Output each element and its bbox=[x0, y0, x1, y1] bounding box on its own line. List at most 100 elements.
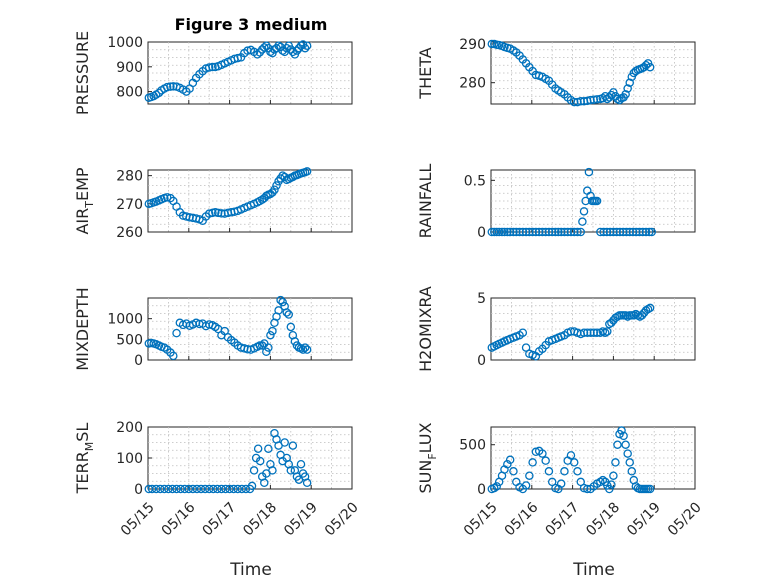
y-axis-label: RAINFALL bbox=[416, 164, 435, 239]
data-point bbox=[490, 483, 499, 493]
data-point bbox=[547, 227, 557, 237]
data-point bbox=[592, 95, 602, 104]
data-point bbox=[556, 479, 566, 488]
data-point bbox=[605, 227, 615, 237]
data-point bbox=[569, 458, 579, 467]
data-point bbox=[586, 328, 595, 337]
data-point bbox=[579, 207, 589, 216]
data-point bbox=[625, 458, 634, 467]
data-point bbox=[560, 467, 569, 476]
data-point bbox=[233, 53, 243, 63]
x-tick-label: 05/17 bbox=[543, 499, 583, 539]
data-point bbox=[276, 295, 285, 305]
axes-box bbox=[147, 426, 353, 490]
x-tick-label: 05/16 bbox=[502, 499, 542, 539]
data-point bbox=[164, 484, 173, 494]
data-point bbox=[160, 484, 169, 494]
data-point bbox=[566, 227, 576, 237]
data-point bbox=[302, 478, 312, 488]
data-point bbox=[209, 484, 218, 494]
data-point bbox=[302, 167, 312, 176]
data-point bbox=[169, 351, 178, 361]
data-point bbox=[237, 484, 247, 494]
x-tick-label: 05/18 bbox=[583, 499, 623, 539]
data-point bbox=[282, 308, 291, 317]
data-point bbox=[247, 481, 257, 491]
data-point bbox=[262, 347, 271, 356]
data-point bbox=[528, 227, 537, 237]
data-point bbox=[204, 484, 214, 494]
data-point bbox=[213, 484, 222, 494]
data-point bbox=[578, 217, 587, 226]
subplot-sun-flux: 0 500 05/15 05/16 05/17 05/18 05/19 05/20 SUNFLU… bbox=[416, 422, 705, 539]
data-point bbox=[609, 227, 618, 237]
data-point bbox=[628, 227, 638, 237]
data-point bbox=[253, 444, 263, 453]
data-point bbox=[541, 227, 550, 237]
axes-box bbox=[490, 426, 696, 490]
data-point bbox=[200, 484, 210, 494]
data-point bbox=[573, 227, 582, 237]
data-point bbox=[589, 328, 599, 337]
data-point bbox=[509, 227, 518, 237]
data-point bbox=[621, 440, 630, 449]
data-point bbox=[512, 227, 521, 237]
data-point bbox=[217, 484, 226, 494]
data-point bbox=[286, 466, 296, 475]
x-tick-label: 05/16 bbox=[159, 499, 199, 539]
data-point bbox=[274, 41, 283, 50]
data-point bbox=[266, 330, 275, 340]
subplot-terr-msl: 0 100 200 05/15 05/16 05/17 05/18 05/19 05/20 TER… bbox=[73, 420, 362, 539]
data-point bbox=[645, 303, 655, 313]
data-point bbox=[288, 47, 298, 57]
data-point bbox=[518, 328, 528, 337]
data-point bbox=[233, 484, 243, 494]
y-axis-label: H2OMIXRA bbox=[416, 286, 435, 372]
data-point bbox=[645, 62, 655, 72]
data-point bbox=[607, 318, 616, 328]
data-point bbox=[188, 484, 198, 494]
data-point bbox=[525, 471, 534, 480]
data-point bbox=[534, 227, 544, 237]
data-point bbox=[229, 484, 238, 494]
data-point bbox=[500, 227, 509, 237]
y-tick-label: 0 bbox=[477, 482, 486, 498]
data-point bbox=[521, 481, 531, 490]
data-point bbox=[528, 458, 537, 467]
y-tick-label: 900 bbox=[116, 60, 143, 76]
data-point bbox=[592, 196, 602, 206]
data-point bbox=[296, 344, 306, 353]
data-point bbox=[255, 456, 265, 466]
x-axis-label-right: Time bbox=[572, 560, 615, 580]
y-axis-label: MIXDEPTH bbox=[73, 287, 92, 370]
data-point bbox=[607, 480, 616, 489]
subplot-rainfall: 0 0.5 RAINFALL bbox=[416, 164, 696, 241]
data-point bbox=[300, 43, 310, 53]
x-tick-label: 05/17 bbox=[200, 499, 240, 539]
data-point bbox=[147, 484, 157, 494]
data-point bbox=[551, 227, 560, 237]
data-point bbox=[521, 227, 531, 237]
x-axis-label-left: Time bbox=[229, 560, 272, 580]
data-point bbox=[538, 449, 547, 458]
data-point bbox=[262, 41, 271, 50]
data-point bbox=[596, 227, 605, 237]
data-point bbox=[264, 444, 273, 453]
data-point bbox=[204, 209, 214, 218]
y-tick-label: 260 bbox=[116, 225, 143, 241]
y-tick-label: 1000 bbox=[107, 35, 143, 51]
subplot-h2omixra: 0 5 H2OMIXRA bbox=[416, 286, 696, 372]
data-point bbox=[274, 306, 283, 315]
data-point bbox=[598, 475, 608, 485]
data-point bbox=[573, 467, 582, 476]
data-point bbox=[641, 227, 651, 237]
x-tick-label: 05/19 bbox=[281, 499, 321, 539]
data-point bbox=[196, 484, 206, 494]
data-point bbox=[592, 328, 602, 337]
data-point bbox=[286, 45, 296, 54]
data-point bbox=[292, 46, 302, 55]
data-point bbox=[509, 467, 518, 476]
data-point bbox=[599, 227, 608, 237]
axes-box bbox=[490, 41, 696, 105]
data-point bbox=[208, 62, 217, 72]
